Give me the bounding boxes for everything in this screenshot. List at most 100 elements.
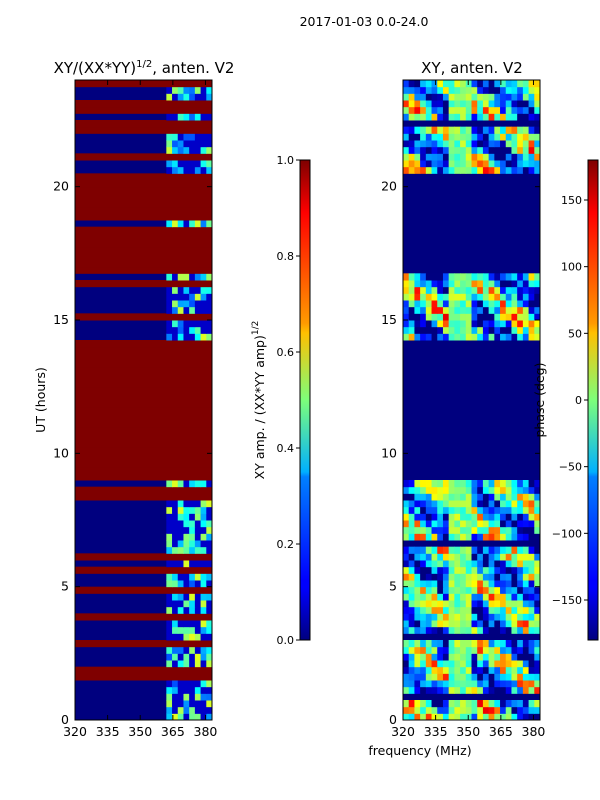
- left-heatmap-cell: [206, 693, 212, 701]
- right-heatmap-cell: [488, 680, 495, 688]
- right-heatmap-cell: [477, 80, 484, 88]
- right-heatmap-cell: [414, 606, 421, 614]
- right-heatmap-cell: [454, 146, 461, 154]
- left-heatmap-cell: [200, 300, 207, 308]
- right-heatmap-cell: [517, 493, 524, 501]
- left-heatmap-cell: [172, 166, 179, 174]
- right-heatmap-cell: [505, 546, 512, 554]
- right-heatmap-cell: [465, 520, 472, 528]
- right-heatmap-cell: [528, 653, 535, 661]
- right-heatmap-cell: [448, 526, 455, 534]
- right-heatmap-cell: [494, 526, 501, 534]
- right-heatmap-cell: [425, 660, 433, 668]
- left-heatmap-cell: [177, 593, 184, 601]
- left-heatmap-band: [75, 613, 212, 621]
- right-heatmap-cell: [425, 326, 433, 334]
- right-heatmap-cell: [414, 326, 421, 334]
- right-heatmap-cell: [420, 673, 427, 681]
- right-heatmap-cell: [454, 626, 461, 634]
- right-heatmap-cell: [420, 113, 427, 121]
- left-heatmap-cell: [206, 86, 212, 94]
- right-heatmap-cell: [465, 560, 472, 568]
- right-heatmap-cell: [403, 126, 410, 134]
- right-heatmap-cell: [522, 553, 530, 561]
- left-heatmap-cell: [183, 306, 190, 314]
- left-heatmap-cell: [177, 626, 184, 634]
- right-heatmap-cell: [505, 513, 512, 521]
- left-heatmap-cell: [200, 633, 207, 641]
- right-heatmap-cell: [471, 566, 478, 574]
- right-heatmap-cell: [534, 686, 540, 694]
- right-heatmap-cell: [437, 480, 444, 488]
- right-heatmap-cell: [482, 306, 490, 314]
- left-heatmap-cell: [172, 520, 179, 528]
- right-heatmap-cell: [454, 686, 461, 694]
- right-heatmap-cell: [448, 546, 455, 554]
- right-heatmap-cell: [437, 133, 444, 141]
- right-heatmap-cell: [488, 166, 495, 174]
- right-heatmap-cell: [414, 680, 421, 688]
- right-heatmap-cell: [477, 126, 484, 134]
- right-heatmap-cell: [534, 320, 540, 328]
- right-heatmap-cell: [431, 500, 438, 508]
- right-heatmap-cell: [534, 100, 540, 108]
- right-heatmap-cell: [505, 626, 512, 634]
- right-heatmap-cell: [500, 300, 507, 308]
- left-heatmap-cell: [194, 713, 202, 720]
- left-heatmap-cell: [183, 633, 190, 641]
- left-heatmap-cell: [183, 513, 190, 521]
- left-heatmap-cell: [200, 713, 207, 720]
- right-heatmap-cell: [460, 113, 467, 121]
- right-heatmap-cell: [505, 113, 512, 121]
- left-heatmap-band: [75, 553, 212, 561]
- left-heatmap-cell: [200, 273, 207, 281]
- right-heatmap-cell: [448, 333, 455, 341]
- right-heatmap-cell: [425, 713, 433, 720]
- right-heatmap-cell: [448, 326, 455, 334]
- right-heatmap-cell: [448, 486, 455, 494]
- right-heatmap-cell: [414, 513, 421, 521]
- right-heatmap-cell: [500, 533, 507, 541]
- left-heatmap-cell: [177, 573, 184, 581]
- right-heatmap-cell: [488, 606, 495, 614]
- right-heatmap-cell: [488, 546, 495, 554]
- right-heatmap-cell: [437, 520, 444, 528]
- right-heatmap-cell: [500, 706, 507, 714]
- right-heatmap-cell: [442, 153, 450, 161]
- right-heatmap-cell: [494, 680, 501, 688]
- left-heatmap-cell: [194, 333, 202, 341]
- right-heatmap-cell: [414, 86, 421, 94]
- right-heatmap-cell: [522, 533, 530, 541]
- right-heatmap-cell: [494, 146, 501, 154]
- left-heatmap-cell: [189, 320, 196, 328]
- right-heatmap-cell: [522, 166, 530, 174]
- right-heatmap-cell: [500, 480, 507, 488]
- right-heatmap-cell: [431, 306, 438, 314]
- right-heatmap-cell: [534, 486, 540, 494]
- left-heatmap-cell: [166, 140, 173, 148]
- right-heatmap-cell: [477, 546, 484, 554]
- right-heatmap-cell: [505, 153, 512, 161]
- right-heatmap-cell: [505, 293, 512, 301]
- left-heatmap-cell: [206, 653, 212, 661]
- right-heatmap-cell: [448, 513, 455, 521]
- left-heatmap-cell: [200, 580, 207, 588]
- right-heatmap-cell: [420, 166, 427, 174]
- right-heatmap-cell: [482, 486, 490, 494]
- right-heatmap-cell: [494, 513, 501, 521]
- right-heatmap-cell: [420, 653, 427, 661]
- right-heatmap-cell: [431, 706, 438, 714]
- left-heatmap-cell: [200, 506, 207, 514]
- right-heatmap-cell: [460, 626, 467, 634]
- right-heatmap-cell: [403, 280, 410, 288]
- right-heatmap-cell: [488, 686, 495, 694]
- right-heatmap-cell: [471, 286, 478, 294]
- right-heatmap-cell: [471, 313, 478, 321]
- right-heatmap-cell: [488, 326, 495, 334]
- right-heatmap-cell: [500, 100, 507, 108]
- right-heatmap-cell: [465, 613, 472, 621]
- right-heatmap-cell: [437, 486, 444, 494]
- right-heatmap-cell: [528, 666, 535, 674]
- right-heatmap-cell: [403, 680, 410, 688]
